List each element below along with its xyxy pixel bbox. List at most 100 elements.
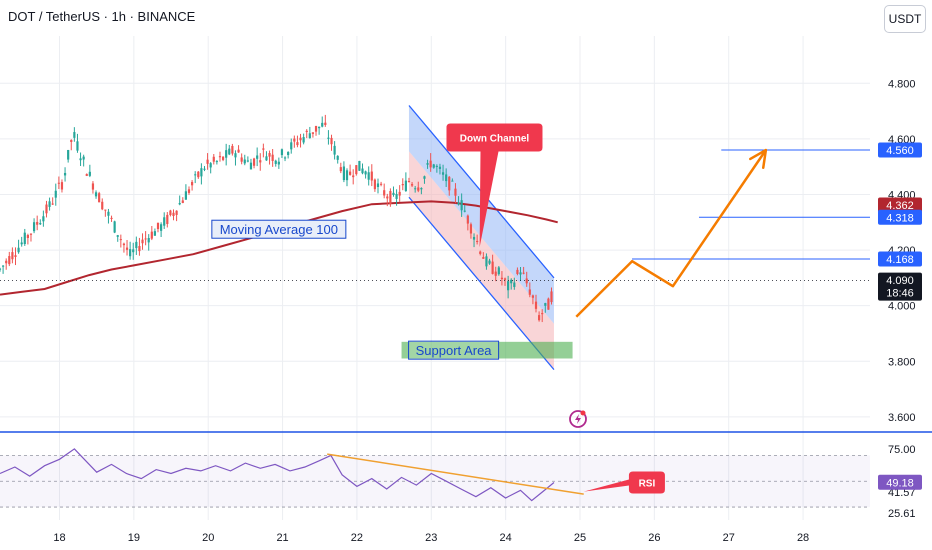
candle-body <box>469 224 473 234</box>
candle-body <box>178 202 181 205</box>
y-tick-label: 3.800 <box>888 356 916 368</box>
candle-body <box>451 180 454 182</box>
candle-body <box>287 152 290 156</box>
x-tick-label: 21 <box>276 532 288 544</box>
x-tick-label: 26 <box>648 532 660 544</box>
candle-body <box>426 163 429 165</box>
candle-body <box>349 171 352 175</box>
candle-body <box>283 157 287 159</box>
price-badge <box>878 251 922 267</box>
candle-body <box>135 241 138 249</box>
rsi-trendline <box>327 453 584 495</box>
candle-body <box>231 145 234 154</box>
candle-body <box>67 149 70 160</box>
candle-body <box>333 145 336 155</box>
candle-body <box>240 157 243 162</box>
candle-body <box>364 171 367 175</box>
candle-body <box>479 251 482 254</box>
rsi-y-tick-label: 41.57 <box>888 487 916 499</box>
candle-body <box>150 231 153 239</box>
candle-body <box>243 159 246 164</box>
candle-body <box>355 165 358 175</box>
candle-body <box>26 234 29 239</box>
candles <box>0 114 553 323</box>
candle-body <box>277 161 280 165</box>
candle-body <box>274 160 277 164</box>
candle-body <box>51 203 54 205</box>
candle-body <box>63 172 67 176</box>
candle-body <box>423 176 426 179</box>
candle-body <box>370 171 373 181</box>
candle-body <box>500 277 504 280</box>
candle-body <box>203 168 206 170</box>
lightning-icon-dot <box>580 410 586 416</box>
candle-body <box>206 159 209 164</box>
candle-body <box>420 188 423 190</box>
candle-body <box>73 132 76 138</box>
candle-body <box>175 210 178 215</box>
candle-body <box>330 137 333 145</box>
lightning-icon[interactable] <box>569 410 587 428</box>
candle-body <box>395 193 398 199</box>
candle-body <box>218 156 222 158</box>
candle-body <box>321 122 324 127</box>
candle-body <box>528 289 531 295</box>
x-tick-label: 22 <box>351 532 363 544</box>
x-tick-label: 19 <box>128 532 140 544</box>
price-badge <box>878 197 922 213</box>
candle-body <box>311 132 315 134</box>
candle-body <box>305 130 308 133</box>
candle-body <box>194 174 197 176</box>
candle-body <box>538 315 541 321</box>
projection-path <box>575 149 767 318</box>
candle-body <box>463 210 466 212</box>
rsi-callout <box>583 471 665 494</box>
candle-body <box>547 298 550 310</box>
candle-body <box>265 156 268 161</box>
candle-body <box>144 238 147 240</box>
price-badge-value: 4.168 <box>886 254 914 266</box>
candle-body <box>125 247 129 250</box>
down-channel-label: Down Channel <box>460 133 530 144</box>
candle-body <box>336 155 339 160</box>
candle-body <box>88 171 91 176</box>
price-badge <box>878 209 922 225</box>
candle-body <box>76 141 79 151</box>
candle-body <box>510 279 513 284</box>
candle-body <box>256 155 259 159</box>
support-area-label-box <box>408 340 500 360</box>
candle-body <box>485 256 488 267</box>
candle-body <box>225 150 228 158</box>
candle-body <box>392 192 395 195</box>
candle-body <box>373 179 376 190</box>
x-tick-label: 27 <box>723 532 735 544</box>
candle-body <box>160 224 163 231</box>
candle-body <box>445 174 448 182</box>
candle-body <box>60 182 64 190</box>
candle-body <box>296 142 299 146</box>
candle-body <box>262 148 265 150</box>
candle-body <box>410 184 414 186</box>
candle-body <box>252 158 256 166</box>
candle-body <box>513 282 516 287</box>
x-tick-label: 25 <box>574 532 586 544</box>
candle-body <box>119 239 122 241</box>
candle-body <box>293 138 296 142</box>
candle-body <box>20 242 23 245</box>
candle-body <box>525 278 528 284</box>
candle-body <box>457 202 460 205</box>
candle-body <box>228 148 231 155</box>
candle-body <box>54 190 57 198</box>
candle-body <box>441 172 445 175</box>
candle-body <box>389 190 392 205</box>
candle-body <box>42 216 45 222</box>
currency-button[interactable]: USDT <box>884 5 926 33</box>
candle-body <box>327 137 330 139</box>
candle-body <box>91 183 95 190</box>
candle-body <box>70 139 73 143</box>
moving-average-label-box <box>211 219 347 239</box>
candle-body <box>345 170 349 181</box>
candle-body <box>212 156 215 162</box>
candle-body <box>234 153 237 158</box>
